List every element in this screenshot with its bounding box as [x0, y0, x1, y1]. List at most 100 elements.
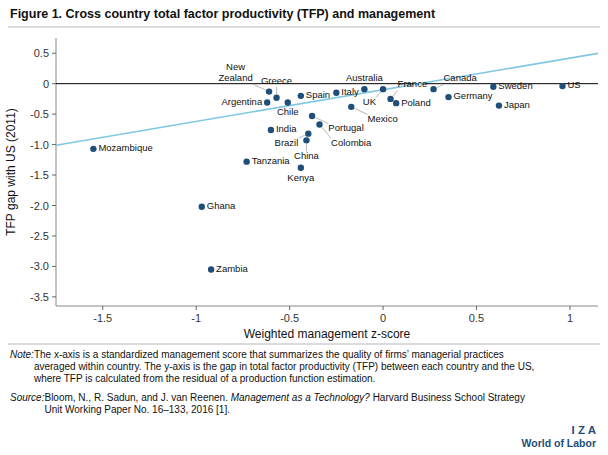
- note-text: where TFP is calculated from the residua…: [33, 373, 375, 384]
- point-label-line: Mexico: [368, 113, 398, 124]
- point-label-line: Ghana: [207, 200, 236, 211]
- point: [273, 94, 279, 100]
- leader-line: [393, 90, 398, 96]
- point-label: China: [294, 150, 320, 161]
- point-label: Argentina: [222, 96, 263, 107]
- point: [445, 94, 451, 100]
- point-label-line: Mozambique: [98, 142, 152, 153]
- x-axis-line: [56, 306, 598, 307]
- x-tick-label: 0: [380, 312, 386, 324]
- point-label: Portugal: [328, 122, 363, 133]
- point-label-line: Spain: [306, 89, 330, 100]
- point-label: Greece: [261, 75, 292, 86]
- x-tick: [476, 306, 477, 310]
- point: [298, 93, 304, 99]
- point-label-line: China: [294, 150, 320, 161]
- x-tick-label: -0.5: [280, 312, 299, 324]
- logo-text: I Z A: [572, 424, 597, 436]
- y-tick-label: -0.5: [30, 108, 49, 120]
- leader-lines: [253, 84, 444, 151]
- note-text: averaged within country. The y-axis is t…: [34, 361, 534, 372]
- point-label-line: Kenya: [287, 172, 315, 183]
- note-text: The x-axis is a standardized management …: [34, 349, 504, 360]
- point-label: France: [398, 78, 428, 89]
- point-label: US: [567, 79, 580, 90]
- title: Figure 1. Cross country total factor pro…: [10, 7, 436, 21]
- source-text: Bloom, N., R. Sadun, and J. van Reenen. …: [44, 392, 524, 403]
- y-tick: [52, 175, 56, 176]
- source-label: Source:: [10, 392, 45, 403]
- point-label-line: UK: [363, 96, 377, 107]
- fit-line: [56, 53, 598, 145]
- source-part: Management as a Technology?: [231, 392, 371, 403]
- y-tick-label: -3.0: [30, 260, 49, 272]
- point: [303, 137, 309, 143]
- x-tick: [102, 306, 103, 310]
- y-tick: [52, 266, 56, 267]
- y-tick: [52, 114, 56, 115]
- point-label-line: Australia: [346, 72, 384, 83]
- point-label-line: Portugal: [328, 122, 363, 133]
- x-tick-label: 1: [567, 312, 573, 324]
- point-label: Mozambique: [98, 142, 152, 153]
- point-label: Italy: [341, 86, 359, 97]
- point: [559, 83, 565, 89]
- point-label-line: Colombia: [331, 137, 372, 148]
- point-label: Tanzania: [252, 155, 291, 166]
- point-label-line: Argentina: [222, 96, 263, 107]
- x-tick: [196, 306, 197, 310]
- point-label: Germany: [453, 90, 492, 101]
- point-label: Ghana: [207, 200, 236, 211]
- leader-line: [315, 118, 328, 124]
- point-label-line: Greece: [261, 75, 292, 86]
- point: [264, 99, 270, 105]
- point: [380, 86, 386, 92]
- separator: [8, 344, 600, 345]
- point-label: UK: [363, 96, 377, 107]
- point-label: Australia: [346, 72, 384, 83]
- leader-line: [298, 135, 305, 138]
- point-label-line: Canada: [444, 72, 478, 83]
- logo-text: World of Labor: [522, 437, 596, 449]
- point: [496, 102, 502, 108]
- y-tick: [52, 144, 56, 145]
- point-label: India: [276, 123, 297, 134]
- leader-line: [437, 85, 444, 88]
- point-label-line: New: [226, 61, 245, 72]
- point: [199, 204, 205, 210]
- point-label: Poland: [401, 97, 431, 108]
- point-label: NewZealand: [218, 61, 252, 83]
- point: [268, 127, 274, 133]
- point: [298, 165, 304, 171]
- y-axis-label: TFP gap with US (2011): [4, 108, 18, 236]
- point: [361, 86, 367, 92]
- point-labels: ChileSpainPortugalIndiaColombiaBrazilChi…: [98, 61, 580, 274]
- point-label-line: Japan: [504, 99, 530, 110]
- point: [208, 266, 214, 272]
- point-label-line: Zambia: [216, 263, 248, 274]
- x-tick-label: -1.5: [93, 312, 112, 324]
- point: [333, 90, 339, 96]
- x-tick-label: 0.5: [469, 312, 484, 324]
- point-label: Zambia: [216, 263, 248, 274]
- point-label: Chile: [277, 106, 299, 117]
- y-tick: [52, 53, 56, 54]
- point-label: Sweden: [498, 80, 532, 91]
- point: [305, 130, 311, 136]
- y-tick-label: 0: [43, 78, 49, 90]
- point: [90, 146, 96, 152]
- y-tick-label: -1.5: [30, 169, 49, 181]
- point: [490, 84, 496, 90]
- point-label-line: Zealand: [218, 72, 252, 83]
- x-tick-label: -1: [191, 312, 201, 324]
- y-tick-label: -1.0: [30, 139, 49, 151]
- point: [393, 100, 399, 106]
- point-label: Japan: [504, 99, 530, 110]
- point-label-line: France: [398, 78, 428, 89]
- leader-line: [376, 92, 381, 98]
- point-label: Canada: [444, 72, 478, 83]
- y-tick-label: -2.0: [30, 200, 49, 212]
- y-tick-label: 0.5: [34, 47, 49, 59]
- point-label: Mexico: [368, 113, 398, 124]
- point-label-line: Chile: [277, 106, 299, 117]
